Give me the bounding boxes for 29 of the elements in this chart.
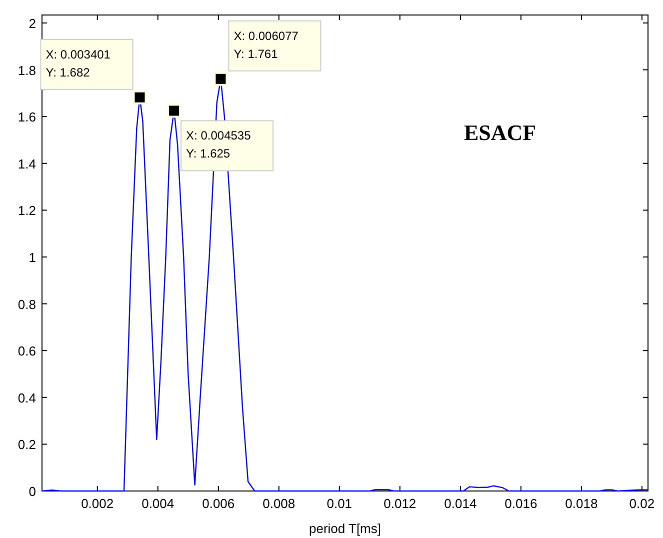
- y-tick-label: 0.6: [18, 344, 36, 359]
- y-tick-label: 1: [28, 250, 36, 265]
- x-tick-label: 0.002: [81, 496, 114, 511]
- datatip: X: 0.004535 Y: 1.625: [167, 104, 274, 172]
- datatip: X: 0.003401 Y: 1.682: [40, 38, 147, 104]
- x-tick-label: 0.01: [326, 496, 352, 511]
- y-tick-label: 1.2: [18, 203, 36, 218]
- y-tick-label: 0.8: [18, 296, 36, 312]
- x-axis-title: period T[ms]: [308, 521, 382, 536]
- annotation: ESACF: [464, 120, 536, 145]
- y-tick-label: 2: [28, 16, 36, 31]
- x-tick-label: 0.008: [262, 496, 296, 511]
- x-tick-label: 0.018: [565, 496, 598, 511]
- y-tick-label: 1.8: [18, 62, 36, 78]
- x-tick-label: 0.014: [444, 496, 477, 511]
- annotation: X: 0.003401 Y: 1.682: [46, 47, 111, 80]
- y-tick-label: 1.4: [18, 156, 36, 172]
- y-tick-label: 0: [28, 484, 36, 499]
- x-tick-label: 0.012: [384, 496, 416, 511]
- y-tick-label: 1.6: [18, 110, 36, 125]
- x-tick-label: 0.004: [142, 496, 174, 511]
- y-tick-label: 0.4: [18, 390, 36, 406]
- annotation: X: 0.006077 Y: 1.761: [234, 28, 299, 61]
- annotation: X: 0.004535 Y: 1.625: [186, 128, 252, 161]
- datatip: X: 0.006077 Y: 1.761: [214, 20, 322, 86]
- x-tick-label: 0.006: [202, 496, 235, 511]
- x-tick-label: 0.02: [629, 496, 655, 511]
- y-tick-label: 0.2: [18, 437, 36, 452]
- x-tick-label: 0.016: [504, 496, 538, 511]
